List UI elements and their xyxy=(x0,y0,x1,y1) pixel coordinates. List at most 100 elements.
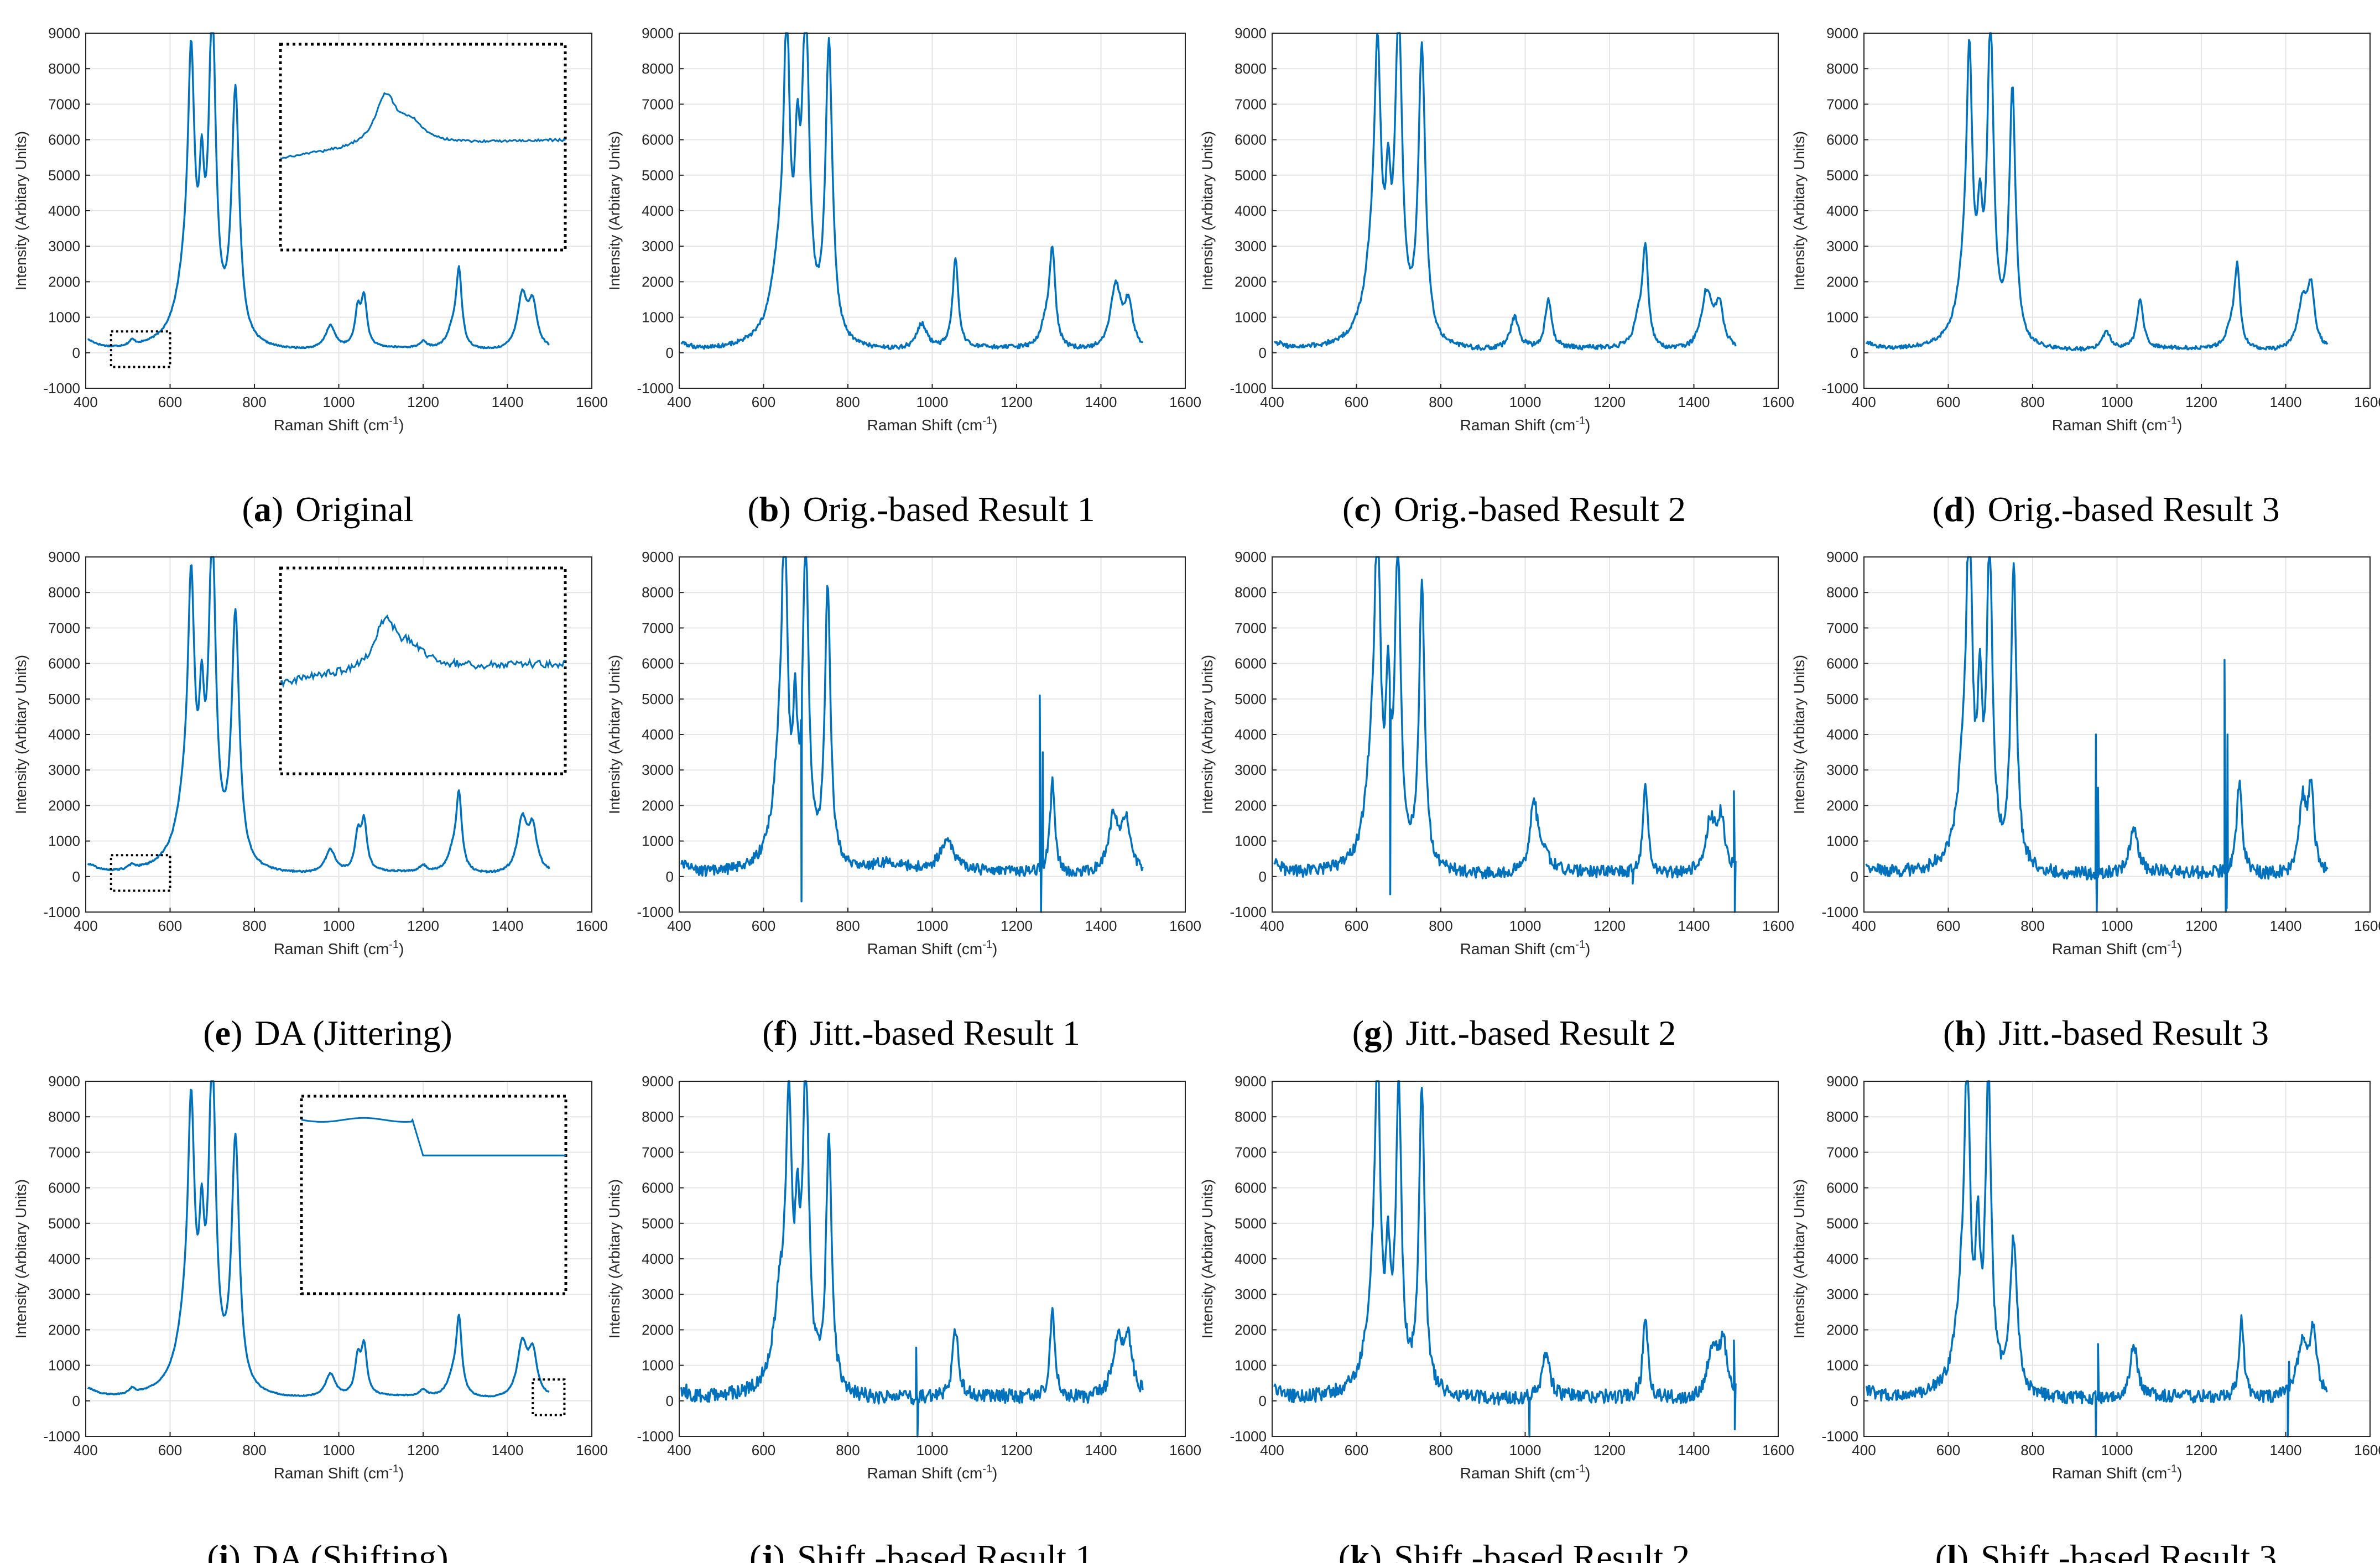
x-tick-label: 400 xyxy=(74,394,97,410)
y-tick-label: 5000 xyxy=(1235,691,1267,707)
y-tick-label: 3000 xyxy=(642,762,674,778)
x-tick-label: 1200 xyxy=(1593,394,1626,410)
caption-letter: i xyxy=(219,1538,229,1563)
caption-letter: k xyxy=(1350,1538,1370,1563)
y-tick-label: 6000 xyxy=(1826,1180,1858,1196)
y-tick-label: 5000 xyxy=(1826,691,1858,707)
y-tick-label: 9000 xyxy=(642,549,674,565)
y-tick-label: 3000 xyxy=(642,238,674,254)
x-axis-label-text: Raman Shift (cm xyxy=(1460,1465,1576,1482)
y-tick-label: 2000 xyxy=(1826,797,1858,814)
y-tick-label: -1000 xyxy=(1822,1428,1859,1445)
x-tick-label: 1600 xyxy=(1169,918,1201,934)
panel-b: 400 600 800 1000 1200 1400 1600 -1000 0 1000 2000 3… xyxy=(606,25,1201,529)
x-tick-label: 800 xyxy=(2020,394,2044,410)
y-tick-label: 7000 xyxy=(1826,619,1858,636)
caption-text: Orig.-based Result 3 xyxy=(1988,489,2280,529)
y-tick-label: 0 xyxy=(1259,868,1267,885)
y-tick-label: 5000 xyxy=(48,691,80,707)
x-tick-label: 1400 xyxy=(492,918,524,934)
y-tick-label: 2000 xyxy=(1235,797,1267,814)
y-tick-label: 1000 xyxy=(48,833,80,850)
caption-paren-close: ) xyxy=(229,1538,241,1563)
x-tick-label: 1200 xyxy=(1001,1442,1033,1458)
caption-paren-open: ( xyxy=(1339,1538,1350,1563)
caption-paren-close: ) xyxy=(1957,1538,1968,1563)
x-tick-label: 1600 xyxy=(1762,1442,1794,1458)
caption-paren-open: ( xyxy=(1935,1538,1947,1563)
caption-letter: f xyxy=(774,1013,786,1053)
x-tick-label: 1000 xyxy=(1509,1442,1541,1458)
panel-caption: (k) Shift.-based Result 2 xyxy=(1339,1538,1690,1563)
x-tick-label: 1400 xyxy=(1085,394,1117,410)
caption-paren-close: ) xyxy=(1382,1013,1393,1053)
y-tick-label: -1000 xyxy=(44,1428,81,1445)
series-line xyxy=(1865,32,2329,352)
y-tick-label: 3000 xyxy=(48,1286,80,1302)
panel-caption: (f) Jitt.-based Result 1 xyxy=(762,1013,1080,1053)
x-tick-label: 1200 xyxy=(1001,394,1033,410)
y-tick-label: -1000 xyxy=(1230,904,1267,920)
x-tick-label: 800 xyxy=(1429,394,1452,410)
y-axis-label: Intensity (Arbitary Units) xyxy=(606,131,623,290)
y-tick-label: 6000 xyxy=(48,1180,80,1196)
x-axis-label-close: ) xyxy=(992,940,997,957)
x-axis-label: Raman Shift (cm-1) xyxy=(1460,1463,1591,1482)
caption-text: Shift.-based Result 1 xyxy=(797,1538,1093,1563)
y-tick-label: 3000 xyxy=(48,762,80,778)
caption-paren-close: ) xyxy=(786,1013,798,1053)
caption-paren-close: ) xyxy=(1370,1538,1382,1563)
x-axis-label: Raman Shift (cm-1) xyxy=(867,939,998,957)
y-tick-label: 4000 xyxy=(48,1251,80,1267)
y-tick-label: 0 xyxy=(666,868,674,885)
x-tick-label: 1000 xyxy=(1509,394,1541,410)
y-tick-label: 9000 xyxy=(642,25,674,41)
y-tick-label: 5000 xyxy=(1826,167,1858,184)
y-tick-label: -1000 xyxy=(637,904,674,920)
x-tick-label: 600 xyxy=(752,394,775,410)
caption-paren-open: ( xyxy=(1352,1013,1364,1053)
x-tick-label: 800 xyxy=(836,394,860,410)
caption-paren-open: ( xyxy=(242,489,254,529)
y-tick-label: 9000 xyxy=(1826,549,1858,565)
x-tick-label: 1400 xyxy=(1085,918,1117,934)
x-tick-label: 1200 xyxy=(407,394,439,410)
y-tick-label: -1000 xyxy=(1230,380,1267,397)
caption-letter: g xyxy=(1364,1013,1382,1053)
caption-text: Orig.-based Result 2 xyxy=(1394,489,1686,529)
x-axis-label-close: ) xyxy=(1585,1465,1590,1482)
y-axis-label: Intensity (Arbitary Units) xyxy=(1199,1179,1216,1338)
y-tick-label: 7000 xyxy=(1826,96,1858,112)
x-tick-label: 1600 xyxy=(1169,1442,1201,1458)
panel-e: 400 600 800 1000 1200 1400 1600 -1000 0 1000 2000 3… xyxy=(13,549,608,1053)
panel-caption: (h) Jitt.-based Result 3 xyxy=(1943,1013,2269,1053)
y-tick-label: 6000 xyxy=(642,1180,674,1196)
x-axis-label-text: Raman Shift (cm xyxy=(867,416,983,434)
y-tick-label: 3000 xyxy=(1826,1286,1858,1302)
y-tick-label: 6000 xyxy=(1235,655,1267,672)
x-tick-label: 1200 xyxy=(2185,1442,2217,1458)
x-axis-label: Raman Shift (cm-1) xyxy=(2052,1463,2183,1482)
x-tick-label: 1000 xyxy=(2101,394,2133,410)
series-line xyxy=(680,556,1144,913)
x-tick-label: 1400 xyxy=(1678,394,1710,410)
caption-letter: j xyxy=(761,1538,773,1563)
x-tick-label: 1400 xyxy=(2270,918,2302,934)
x-tick-label: 1000 xyxy=(323,918,355,934)
x-tick-label: 600 xyxy=(158,394,182,410)
caption-letter: d xyxy=(1944,489,1964,529)
y-tick-label: 0 xyxy=(1851,345,1858,361)
y-tick-label: 5000 xyxy=(642,167,674,184)
y-tick-label: 2000 xyxy=(1235,273,1267,290)
y-tick-label: 5000 xyxy=(1826,1215,1858,1232)
panel-caption: (e) DA (Jittering) xyxy=(203,1013,452,1053)
x-axis-label-close: ) xyxy=(399,1465,404,1482)
y-tick-label: 9000 xyxy=(1235,1073,1267,1090)
x-axis-label-text: Raman Shift (cm xyxy=(274,416,389,434)
x-tick-label: 1400 xyxy=(2270,394,2302,410)
x-axis-label: Raman Shift (cm-1) xyxy=(2052,939,2183,957)
x-tick-label: 1600 xyxy=(2354,1442,2380,1458)
y-tick-label: 7000 xyxy=(1826,1144,1858,1160)
y-tick-label: 7000 xyxy=(642,96,674,112)
x-axis-label-sup: -1 xyxy=(2167,939,2177,951)
